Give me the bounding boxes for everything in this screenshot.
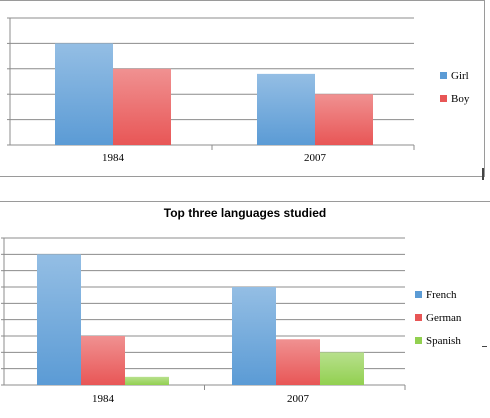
legend-label-spanish: Spanish <box>426 335 461 347</box>
legend-label-french: French <box>426 289 457 301</box>
bar-boy-1984 <box>113 68 171 145</box>
legend-label-girl: Girl <box>451 70 469 82</box>
legend-swatch-german <box>415 314 422 321</box>
bar-spanish-2007 <box>320 352 364 385</box>
legend-swatch-girl <box>440 72 447 79</box>
x-tick-label: 2007 <box>304 152 327 164</box>
bar-boy-2007 <box>315 94 373 145</box>
legend-swatch-french <box>415 291 422 298</box>
legend-swatch-boy <box>440 95 447 102</box>
bar-girl-2007 <box>257 73 315 145</box>
edge-mark-bottom <box>482 346 487 347</box>
edge-mark-top <box>482 168 484 180</box>
x-tick-label: 2007 <box>287 393 310 405</box>
legend-label-boy: Boy <box>451 93 470 105</box>
bar-girl-1984 <box>55 43 113 145</box>
x-tick-label: 1984 <box>92 393 115 405</box>
legend-label-german: German <box>426 312 462 324</box>
bar-french-1984 <box>37 254 81 385</box>
bar-french-2007 <box>232 287 276 385</box>
legend-swatch-spanish <box>415 337 422 344</box>
bar-german-1984 <box>81 336 125 385</box>
x-tick-label: 1984 <box>102 152 125 164</box>
chart-title-languages: Top three languages studied <box>163 206 327 220</box>
bar-spanish-1984 <box>125 376 169 385</box>
bar-german-2007 <box>276 339 320 385</box>
